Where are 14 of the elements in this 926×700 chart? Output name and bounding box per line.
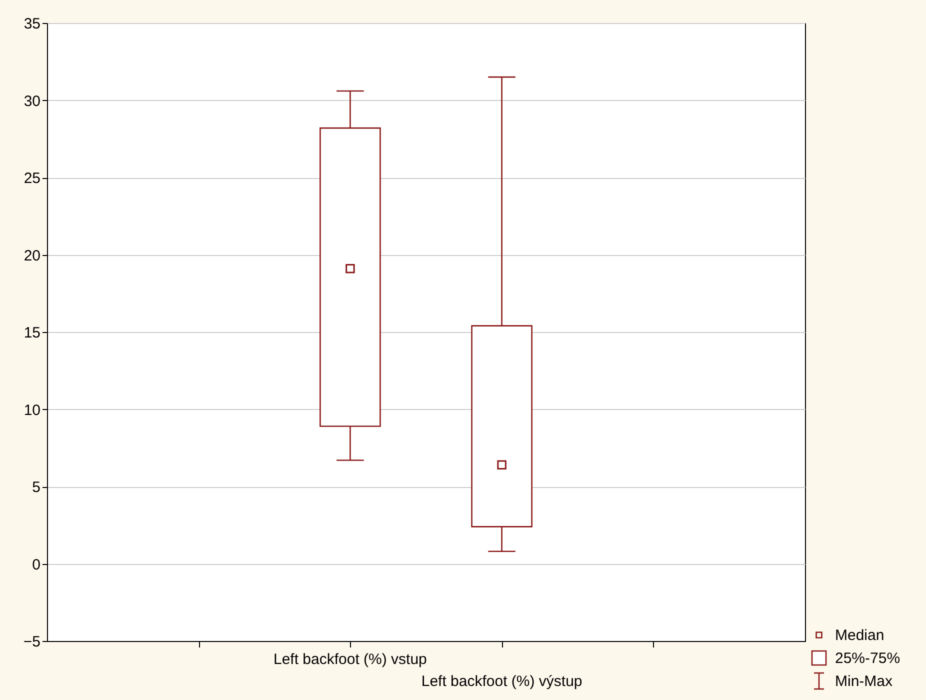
y-tick-label: 15 [24,324,40,342]
y-tick-label: 10 [24,402,40,419]
y-tick-label: 5 [32,479,40,496]
text: Median [835,627,884,644]
y-tick-label: 25 [24,170,40,187]
y-tick-label: 20 [24,247,40,264]
x-tick-label: Left backfoot (%) výstup [421,673,582,690]
y-tick-label: 30 [24,92,40,110]
y-tick-label: 35 [24,16,40,32]
text: Min-Max [835,673,893,690]
y-tick-label: 0 [32,556,40,574]
y-tick-label: −5 [23,634,40,650]
x-tick-label: Left backfoot (%) vstup [273,651,427,668]
text: 25%-75% [835,650,900,667]
